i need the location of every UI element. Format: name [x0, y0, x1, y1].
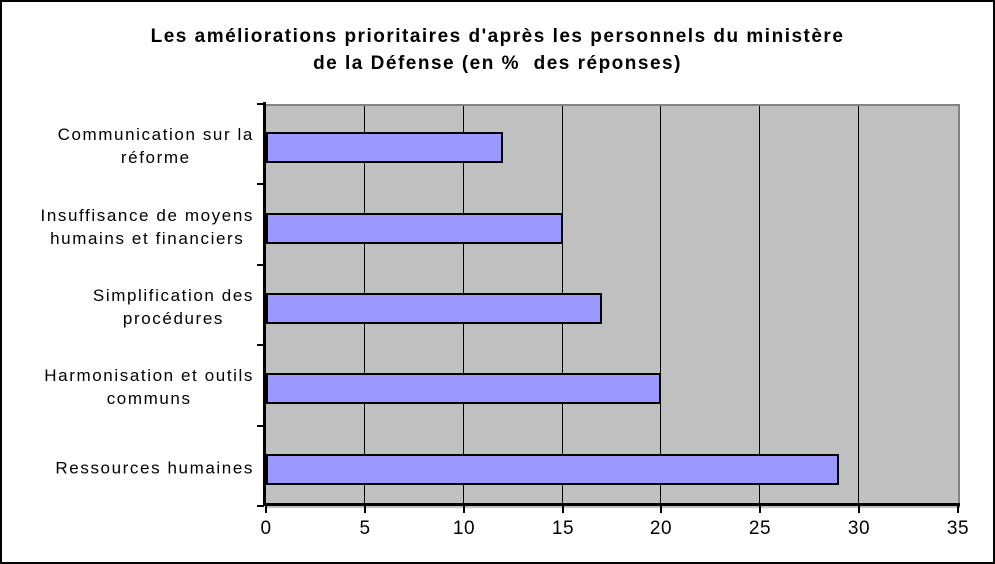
x-tick-label-10: 10: [452, 518, 476, 539]
chart-title-line-1: Les améliorations prioritaires d'après l…: [150, 26, 845, 47]
y-tick-mark-1: [257, 183, 264, 185]
category-label-line: réforme: [120, 148, 191, 168]
bar-4: [266, 373, 661, 404]
x-tick-mark-10: [463, 506, 465, 513]
gridline-x-20: [660, 106, 661, 508]
category-label-line: communs: [106, 389, 192, 409]
category-label-1: Communication sur la réforme: [58, 123, 254, 169]
x-tick-mark-5: [364, 506, 366, 513]
x-tick-label-20: 20: [649, 518, 673, 539]
x-tick-label-0: 0: [260, 518, 272, 539]
category-label-line: Communication sur la: [57, 125, 254, 145]
bar-2: [266, 213, 563, 244]
x-tick-mark-0: [265, 506, 267, 513]
category-label-5: Ressources humaines: [55, 456, 254, 479]
y-tick-mark-3: [257, 344, 264, 346]
category-label-line: Insuffisance de moyens: [40, 205, 254, 225]
category-label-line: humains et financiers: [50, 228, 245, 248]
chart-title: Les améliorations prioritaires d'après l…: [2, 23, 993, 77]
category-label-line: Simplification des: [92, 286, 254, 305]
y-tick-mark-2: [257, 264, 264, 266]
gridline-x-30: [858, 106, 859, 508]
y-tick-mark-5: [257, 505, 264, 507]
bar-3: [266, 293, 602, 324]
x-tick-label-5: 5: [359, 518, 371, 539]
bar-1: [266, 132, 503, 163]
category-label-2: Insuffisance de moyens humains et financi…: [41, 204, 255, 250]
chart-title-line-2: de la Défense (en % des réponses): [313, 53, 682, 74]
bar-5: [266, 454, 839, 485]
category-label-line: Harmonisation et outils: [44, 366, 254, 386]
y-tick-mark-0: [257, 103, 264, 105]
x-tick-label-30: 30: [847, 518, 871, 539]
x-tick-mark-25: [759, 506, 761, 513]
x-tick-mark-15: [562, 506, 564, 513]
x-tick-label-15: 15: [551, 518, 575, 539]
category-label-line: Ressources humaines: [55, 458, 254, 478]
x-tick-label-25: 25: [748, 518, 772, 539]
y-tick-mark-4: [257, 425, 264, 427]
gridline-x-25: [759, 106, 760, 508]
x-tick-label-35: 35: [946, 518, 970, 539]
plot-area: [266, 104, 960, 508]
x-tick-mark-35: [957, 506, 959, 513]
category-label-line: procédures: [122, 309, 224, 328]
category-label-4: Harmonisation et outils communs: [44, 364, 254, 410]
category-axis-line: [263, 503, 960, 506]
value-axis-line: [263, 102, 266, 506]
x-tick-mark-20: [660, 506, 662, 513]
category-label-3: Simplification des procédures: [93, 284, 254, 330]
x-tick-mark-30: [858, 506, 860, 513]
